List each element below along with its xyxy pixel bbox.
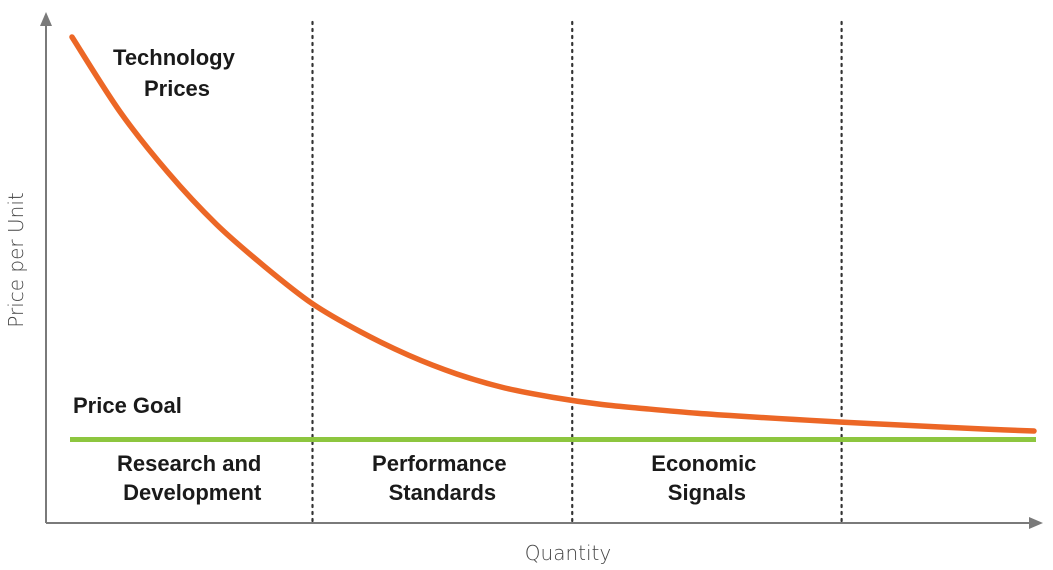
phase-label-line: Signals [668, 480, 746, 505]
phase-label-line: Research and [117, 451, 261, 476]
phase-label-line: Economic [651, 451, 756, 476]
label-layer: Price per Unit Quantity Price Goal Techn… [4, 45, 762, 565]
phase-dividers [311, 20, 843, 525]
technology-prices-label-line-2: Prices [144, 76, 210, 101]
y-axis-label: Price per Unit [4, 192, 28, 327]
x-axis-label: Quantity [525, 541, 611, 565]
price-goal-label: Price Goal [73, 393, 182, 418]
technology-prices-line [69, 34, 1037, 434]
phase-label-economic-signals: Economic Signals [651, 451, 762, 505]
technology-prices-label-line-1: Technology [113, 45, 236, 70]
phase-label-performance-standards: Performance Standards [372, 451, 513, 505]
phase-label-line: Standards [389, 480, 497, 505]
technology-prices-label: Technology Prices [113, 45, 241, 101]
phase-label-line: Performance [372, 451, 507, 476]
phase-label-line: Development [123, 480, 262, 505]
phase-label-research-and-development: Research and Development [117, 451, 267, 505]
x-axis-arrow [1029, 517, 1043, 529]
series-layer [69, 34, 1037, 434]
axes-layer [40, 12, 1043, 529]
y-axis-arrow [40, 12, 52, 26]
